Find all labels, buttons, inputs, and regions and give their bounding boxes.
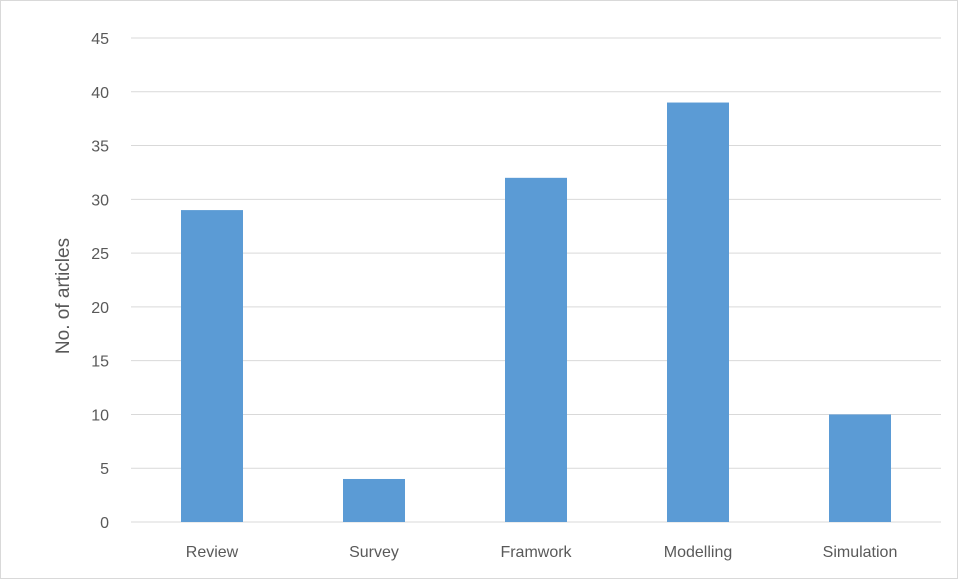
y-tick-label: 40: [91, 85, 109, 102]
y-tick-labels: 0 5 10 15 20 25 30 35 40 45: [91, 31, 109, 532]
x-tick-label-review: Review: [186, 544, 239, 561]
y-tick-label: 30: [91, 192, 109, 209]
bars: [181, 102, 891, 523]
bar-survey: [343, 478, 405, 522]
y-tick-label: 35: [91, 139, 109, 156]
y-tick-label: 15: [91, 354, 109, 371]
y-tick-label: 10: [91, 407, 109, 424]
y-tick-label: 45: [91, 31, 109, 48]
y-tick-label: 5: [100, 461, 109, 478]
bar-review: [181, 210, 243, 523]
bar-simulation: [829, 414, 891, 522]
x-tick-label-modelling: Modelling: [664, 544, 732, 561]
y-tick-label: 25: [91, 246, 109, 263]
x-tick-labels: Review Survey Framwork Modelling Simulation: [186, 544, 898, 561]
y-axis-title: No. of articles: [53, 238, 74, 354]
bar-framwork: [505, 177, 567, 523]
bar-modelling: [667, 102, 729, 523]
y-tick-label: 0: [100, 515, 109, 532]
x-tick-label-simulation: Simulation: [823, 544, 898, 561]
x-tick-label-survey: Survey: [349, 544, 399, 561]
x-tick-label-framwork: Framwork: [500, 544, 572, 561]
y-tick-label: 20: [91, 300, 109, 317]
